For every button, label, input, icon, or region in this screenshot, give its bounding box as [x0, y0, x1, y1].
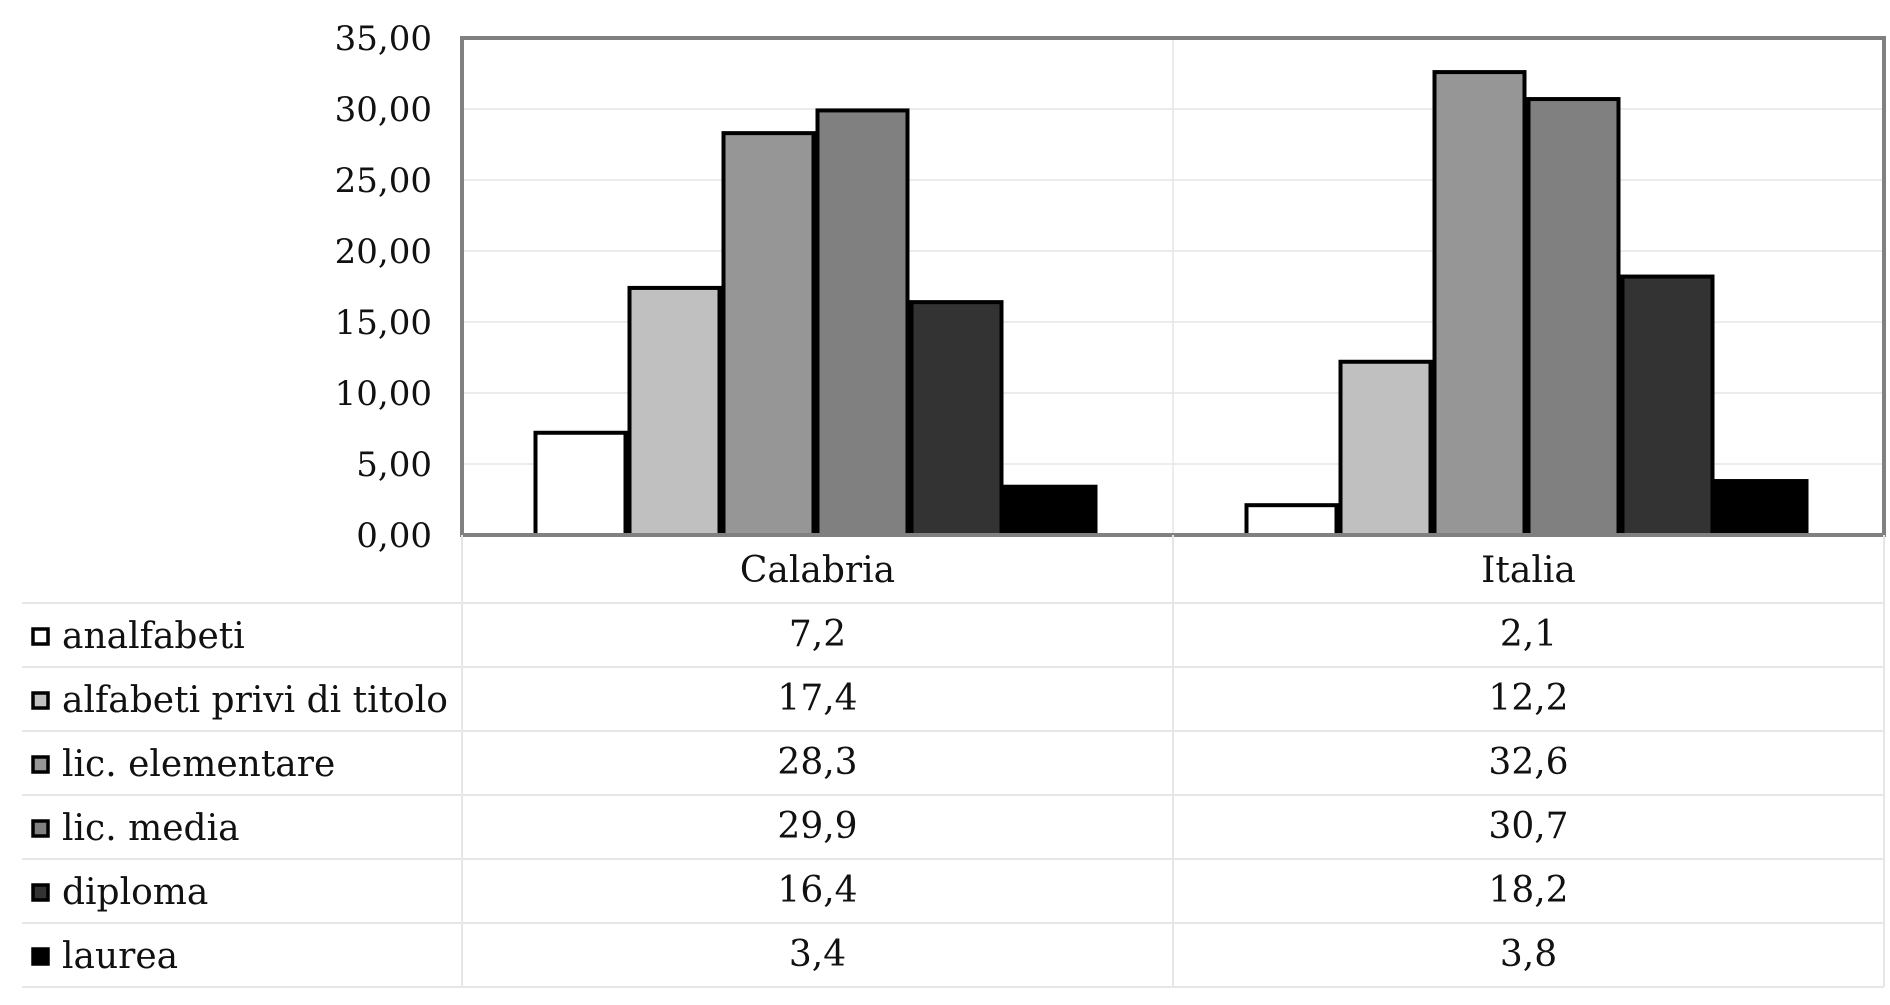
- bars: [533, 70, 1809, 538]
- legend-swatch: [31, 755, 50, 774]
- category-label: Italia: [1481, 550, 1576, 591]
- legend-label: diploma: [62, 872, 208, 913]
- bar-alfabeti-privi-di-titolo-italia: [1338, 359, 1433, 538]
- legend-swatch: [31, 627, 50, 646]
- legend-swatch: [31, 819, 50, 838]
- table-cell-value: 18,2: [1488, 870, 1568, 911]
- bar-lic-media-italia: [1526, 97, 1621, 537]
- table-cell-value: 17,4: [777, 678, 857, 719]
- y-tick-label: 20,00: [335, 232, 432, 272]
- y-tick-label: 0,00: [356, 516, 432, 556]
- bar-diploma-calabria: [909, 300, 1004, 537]
- legend-label: laurea: [62, 936, 178, 977]
- bar-laurea-italia: [1714, 479, 1809, 538]
- y-tick-label: 30,00: [335, 90, 432, 130]
- table-cell-value: 2,1: [1500, 614, 1557, 655]
- bar-lic-media-calabria: [815, 108, 910, 537]
- category-label: Calabria: [740, 550, 895, 591]
- table-cell-value: 28,3: [777, 742, 857, 783]
- bar-laurea-calabria: [1003, 484, 1098, 537]
- y-tick-label: 35,00: [335, 19, 432, 59]
- table-cell-value: 16,4: [777, 870, 857, 911]
- y-tick-label: 25,00: [335, 161, 432, 201]
- bar-analfabeti-calabria: [533, 430, 628, 538]
- y-tick-label: 5,00: [356, 445, 432, 485]
- bar-analfabeti-italia: [1244, 503, 1339, 537]
- data-table: Calabria Italia analfabeti 7,2 2,1 alfabeti p…: [22, 535, 1885, 988]
- y-tick-label: 15,00: [335, 303, 432, 343]
- legend-label: lic. media: [62, 808, 240, 849]
- legend-swatch: [31, 947, 50, 966]
- bar-lic-elementare-italia: [1432, 70, 1527, 538]
- bar-alfabeti-privi-di-titolo-calabria: [627, 285, 722, 538]
- legend-swatch: [31, 691, 50, 710]
- table-cell-value: 29,9: [777, 806, 857, 847]
- legend-swatch: [31, 883, 50, 902]
- legend-label: lic. elementare: [62, 744, 335, 785]
- table-cell-value: 32,6: [1488, 742, 1568, 783]
- table-cell-value: 3,4: [789, 934, 846, 975]
- table-cell-value: 3,8: [1500, 934, 1557, 975]
- table-cell-value: 30,7: [1488, 806, 1568, 847]
- y-tick-label: 10,00: [335, 374, 432, 414]
- table-cell-value: 7,2: [789, 614, 846, 655]
- bar-lic-elementare-calabria: [721, 131, 816, 537]
- legend-label: alfabeti privi di titolo: [62, 680, 448, 721]
- bar-diploma-italia: [1620, 274, 1715, 537]
- legend-label: analfabeti: [62, 616, 245, 657]
- table-cell-value: 12,2: [1488, 678, 1568, 719]
- y-axis: 0,00 5,00 10,00 15,00 20,00 25,00 30,00 35,00: [335, 19, 432, 556]
